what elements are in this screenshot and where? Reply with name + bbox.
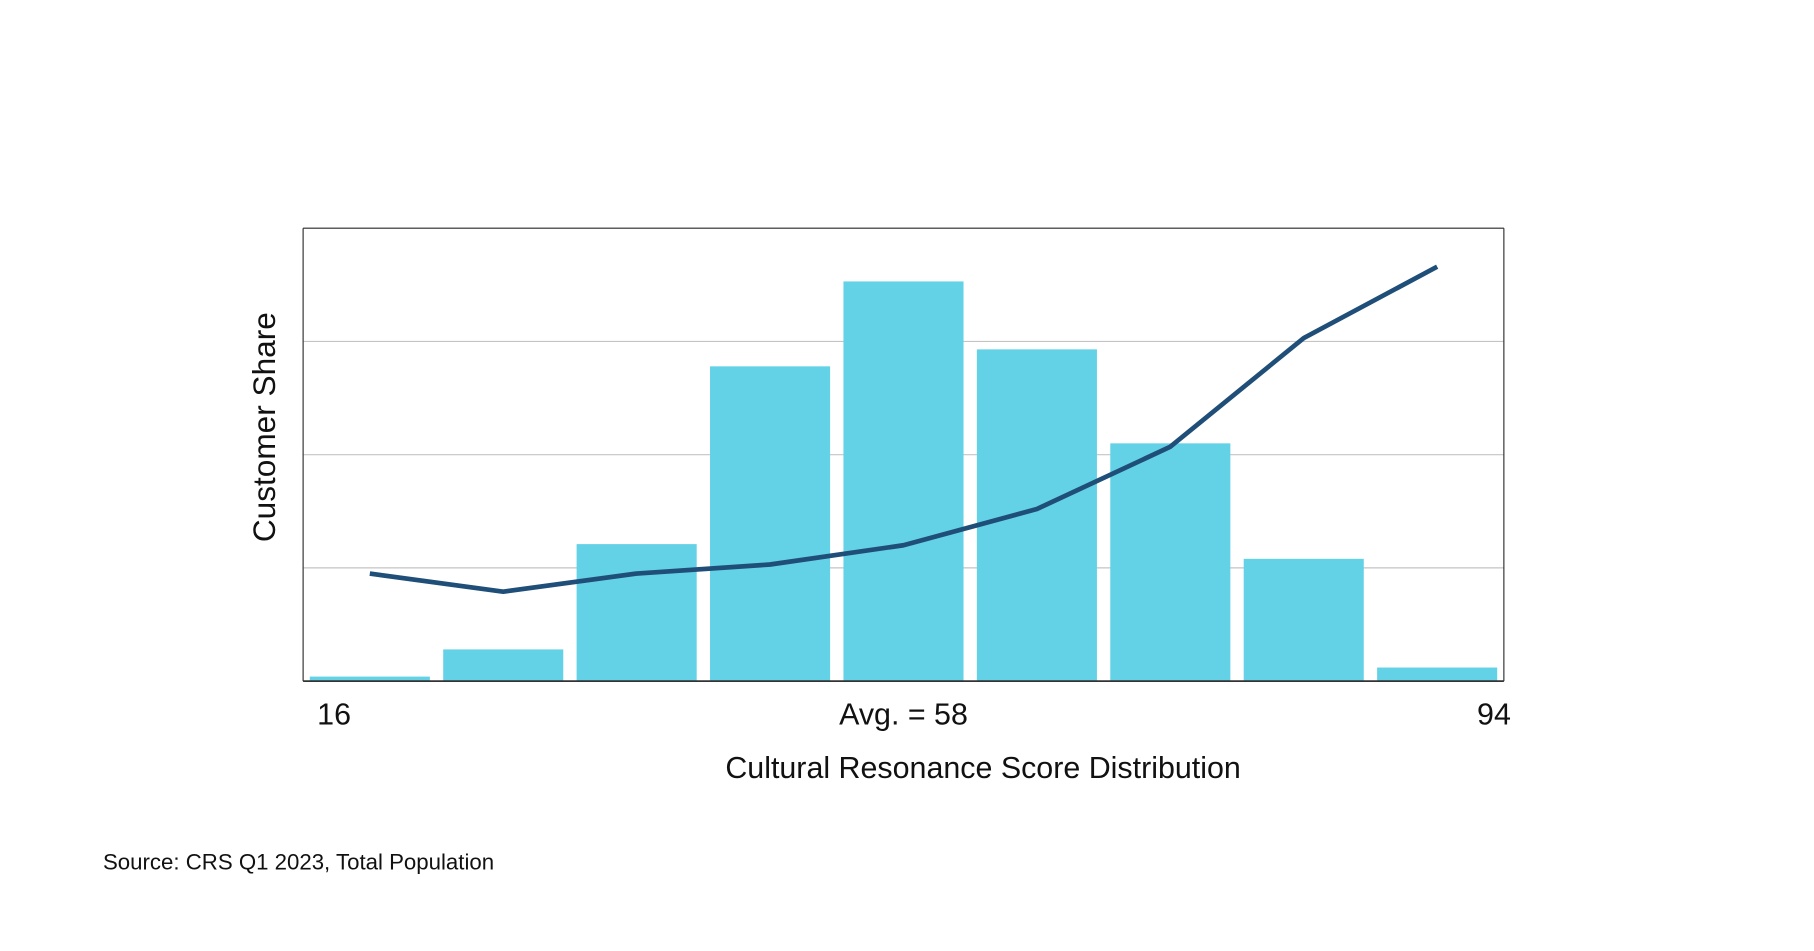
x-tick-label: 16 [317,697,351,731]
x-axis-title: Cultural Resonance Score Distribution [725,751,1240,785]
bar [976,349,1097,682]
bar [1243,558,1364,682]
line [369,264,1439,595]
x-tick-label: 94 [1477,697,1511,731]
bar [1110,443,1231,682]
x-tick-label: Avg. = 58 [839,697,968,731]
bar [309,676,430,682]
bar [843,281,964,682]
y-axis-title: Customer Share [246,312,282,542]
bar [710,366,831,682]
bar [443,649,564,682]
bar [576,544,697,682]
bar [1377,667,1498,682]
source-note: Source: CRS Q1 2023, Total Population [103,850,494,875]
